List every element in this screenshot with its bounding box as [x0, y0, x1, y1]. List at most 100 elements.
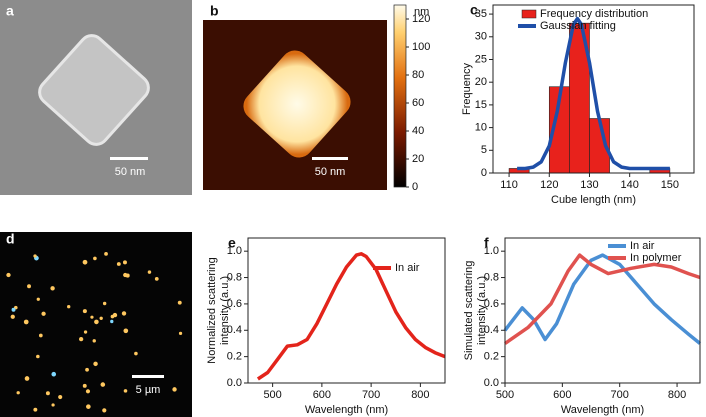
y-tick-label: 1.0: [484, 245, 499, 257]
particle: [33, 254, 37, 258]
y-axis-label: Frequency: [461, 63, 473, 115]
y-tick-label: 20: [475, 76, 487, 88]
line: [517, 16, 670, 171]
particle: [116, 262, 121, 266]
particle: [50, 286, 55, 291]
particle: [23, 319, 29, 325]
particle: [11, 307, 16, 312]
colorbar-unit: nm: [414, 6, 429, 18]
scale-bar: [110, 157, 148, 160]
particle: [51, 403, 55, 407]
scale-label: 50 nm: [115, 166, 146, 178]
y-tick-label: 0: [481, 167, 487, 179]
y-tick-label: 0.4: [484, 324, 499, 336]
nanocube: [38, 34, 150, 146]
legend-label: Gaussian fitting: [540, 20, 616, 32]
particle: [6, 272, 11, 278]
y-axis-label: intensity (a.u.): [219, 276, 231, 345]
particle: [102, 301, 107, 306]
x-tick-label: 600: [313, 389, 331, 401]
particle: [93, 256, 97, 261]
panel-label: c: [470, 2, 478, 18]
panel-label: a: [6, 3, 14, 19]
particle: [82, 309, 87, 314]
particle: [10, 314, 15, 319]
y-tick-label: 5: [481, 144, 487, 156]
particle: [36, 354, 40, 359]
y-axis-label: Normalized scattering: [206, 257, 218, 363]
particle: [147, 270, 152, 274]
panel-label: d: [6, 231, 15, 247]
panel-label: e: [228, 235, 236, 251]
particle: [121, 311, 127, 316]
y-tick-label: 1.0: [227, 245, 242, 257]
nanocube: [243, 50, 351, 158]
particle: [112, 312, 118, 318]
x-tick-label: 110: [500, 179, 518, 191]
panel-label: b: [210, 3, 219, 19]
x-tick-label: 800: [411, 389, 429, 401]
y-tick-label: 0.0: [484, 377, 499, 389]
particle: [100, 382, 106, 387]
y-tick-label: 15: [475, 99, 487, 111]
scale-bar: [312, 157, 348, 160]
x-tick-label: 700: [611, 389, 629, 401]
colorbar-tick-label: 120: [412, 13, 430, 25]
plot-frame: [247, 237, 446, 384]
particle: [27, 284, 31, 289]
legend-swatch: [521, 9, 537, 19]
particle: [79, 337, 84, 342]
y-tick-label: 0.6: [227, 298, 242, 310]
particle: [178, 331, 183, 335]
particle: [85, 367, 89, 372]
y-tick-label: 0.4: [227, 324, 242, 336]
y-axis-label: intensity (a.u.): [476, 276, 488, 345]
particle: [90, 315, 94, 319]
x-tick-label: 500: [263, 389, 281, 401]
y-tick-label: 0.0: [227, 377, 242, 389]
x-tick-label: 600: [553, 389, 571, 401]
particle: [41, 311, 46, 316]
particle: [36, 297, 40, 301]
particle: [123, 272, 128, 278]
particle: [94, 319, 99, 325]
x-tick-label: 130: [580, 179, 598, 191]
particle: [102, 408, 107, 413]
x-tick-label: 800: [668, 389, 686, 401]
y-tick-label: 0.2: [484, 351, 499, 363]
x-tick-label: 500: [496, 389, 514, 401]
particle: [123, 389, 128, 393]
y-tick-label: 0.2: [227, 351, 242, 363]
particle: [154, 277, 159, 281]
colorbar: [393, 4, 407, 188]
colorbar-tick-label: 20: [412, 153, 424, 165]
colorbar-tick-label: 100: [412, 41, 430, 53]
particle: [134, 351, 138, 356]
particle: [82, 259, 88, 265]
y-axis-label: Simulated scattering: [463, 261, 475, 361]
x-axis-label: Cube length (nm): [551, 194, 636, 206]
legend-label: Frequency distribution: [540, 8, 648, 20]
particle: [83, 330, 88, 334]
legend-label: In air: [630, 240, 655, 252]
y-tick-label: 35: [475, 8, 487, 20]
x-tick-label: 150: [661, 179, 679, 191]
particle: [122, 260, 127, 265]
particle: [92, 339, 96, 343]
x-axis-label: Wavelength (nm): [561, 404, 644, 416]
particle: [16, 391, 20, 395]
particle: [38, 333, 43, 338]
y-tick-label: 30: [475, 31, 487, 43]
panel-label: f: [484, 235, 489, 251]
particle: [172, 387, 177, 392]
particle: [99, 316, 103, 320]
colorbar-tick-label: 40: [412, 125, 424, 137]
line: [503, 253, 702, 345]
particle: [177, 300, 182, 305]
particle: [24, 376, 30, 381]
particle: [93, 361, 98, 367]
particle: [123, 328, 129, 334]
legend-label: In polymer: [630, 252, 682, 264]
particle: [86, 404, 91, 409]
